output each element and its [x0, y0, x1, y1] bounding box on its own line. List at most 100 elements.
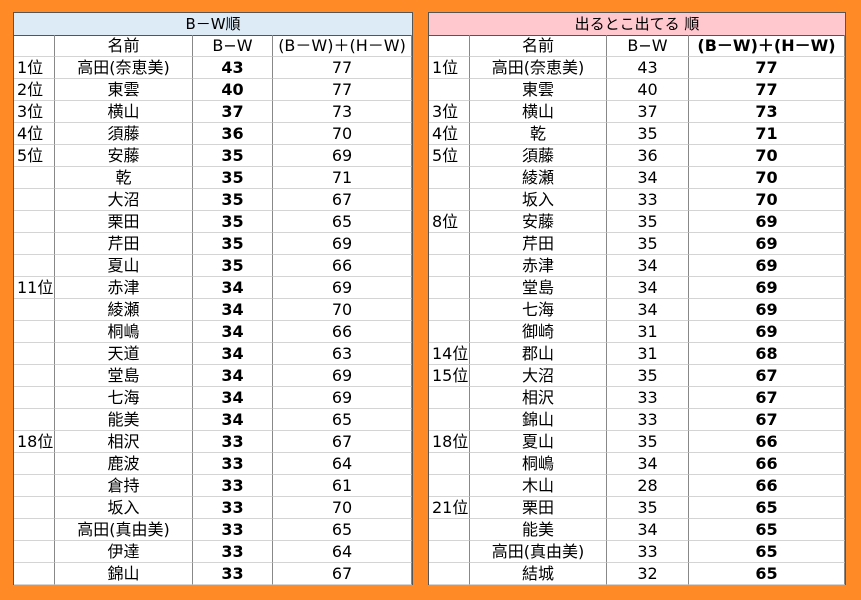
bw-cell: 34 [193, 387, 273, 409]
sum-cell: 69 [273, 277, 412, 299]
name-cell: 芹田 [470, 233, 607, 255]
rank-cell [429, 387, 470, 409]
rank-cell [14, 563, 55, 585]
sum-cell: 65 [689, 541, 845, 563]
bw-cell: 31 [607, 343, 689, 365]
bw-cell: 34 [193, 409, 273, 431]
sum-cell: 77 [273, 79, 412, 101]
name-cell: 郡山 [470, 343, 607, 365]
name-cell: 綾瀬 [55, 299, 193, 321]
bw-cell: 36 [607, 145, 689, 167]
rank-cell [14, 255, 55, 277]
sum-cell: 67 [273, 189, 412, 211]
name-cell: 栗田 [55, 211, 193, 233]
bw-cell: 33 [607, 189, 689, 211]
sum-cell: 73 [273, 101, 412, 123]
right-table: 出るとこ出てる 順 名前 B−W (B－W)＋(H－W) 1位 高田(奈恵美) 43 77 東… [428, 12, 846, 585]
rank-cell [14, 321, 55, 343]
sum-cell: 71 [273, 167, 412, 189]
name-cell: 能美 [470, 519, 607, 541]
bw-cell: 43 [193, 57, 273, 79]
bw-cell: 33 [193, 563, 273, 585]
rank-cell [429, 299, 470, 321]
sum-cell: 70 [689, 189, 845, 211]
bw-cell: 33 [193, 541, 273, 563]
name-cell: 東雲 [470, 79, 607, 101]
sum-cell: 69 [689, 277, 845, 299]
bw-cell: 31 [607, 321, 689, 343]
name-cell: 芹田 [55, 233, 193, 255]
sum-cell: 63 [273, 343, 412, 365]
sum-cell: 69 [273, 365, 412, 387]
sum-cell: 69 [689, 211, 845, 233]
name-cell: 高田(奈恵美) [55, 57, 193, 79]
sum-cell: 65 [273, 409, 412, 431]
rank-cell: 4位 [14, 123, 55, 145]
rank-cell [429, 453, 470, 475]
sum-cell: 66 [273, 255, 412, 277]
name-cell: 倉持 [55, 475, 193, 497]
sum-cell: 69 [689, 321, 845, 343]
name-cell: 桐嶋 [470, 453, 607, 475]
rank-cell: 8位 [429, 211, 470, 233]
rank-cell [14, 233, 55, 255]
rank-cell [14, 453, 55, 475]
rank-cell [429, 409, 470, 431]
bw-cell: 36 [193, 123, 273, 145]
bw-cell: 34 [607, 299, 689, 321]
rank-cell [429, 321, 470, 343]
rank-cell: 21位 [429, 497, 470, 519]
sum-cell: 70 [689, 167, 845, 189]
bw-cell: 35 [193, 167, 273, 189]
name-cell: 乾 [470, 123, 607, 145]
name-cell: 夏山 [470, 431, 607, 453]
name-cell: 七海 [470, 299, 607, 321]
name-cell: 御崎 [470, 321, 607, 343]
sum-cell: 67 [273, 563, 412, 585]
sum-cell: 66 [689, 431, 845, 453]
name-cell: 高田(真由美) [470, 541, 607, 563]
name-cell: 乾 [55, 167, 193, 189]
table-title: B－W順 [14, 13, 412, 36]
bw-cell: 35 [607, 233, 689, 255]
name-cell: 七海 [55, 387, 193, 409]
rank-cell [14, 343, 55, 365]
sum-cell: 66 [689, 475, 845, 497]
sum-cell: 73 [689, 101, 845, 123]
name-cell: 赤津 [470, 255, 607, 277]
rank-cell: 11位 [14, 277, 55, 299]
bw-cell: 28 [607, 475, 689, 497]
bw-cell: 35 [193, 233, 273, 255]
sum-cell: 67 [273, 431, 412, 453]
rank-cell [429, 277, 470, 299]
name-cell: 結城 [470, 563, 607, 585]
rank-cell [14, 497, 55, 519]
bw-cell: 33 [193, 497, 273, 519]
name-cell: 横山 [470, 101, 607, 123]
name-cell: 坂入 [470, 189, 607, 211]
name-cell: 須藤 [470, 145, 607, 167]
bw-cell: 33 [193, 453, 273, 475]
sum-cell: 69 [273, 145, 412, 167]
bw-cell: 34 [607, 519, 689, 541]
rank-cell [429, 189, 470, 211]
name-cell: 錦山 [470, 409, 607, 431]
sum-cell: 67 [689, 409, 845, 431]
bw-cell: 33 [193, 431, 273, 453]
sum-cell: 69 [273, 233, 412, 255]
rank-cell [429, 255, 470, 277]
rank-cell [14, 409, 55, 431]
name-cell: 大沼 [55, 189, 193, 211]
header-cell: (B－W)＋(H－W) [689, 35, 845, 57]
rank-cell [429, 475, 470, 497]
bw-cell: 35 [607, 431, 689, 453]
bw-cell: 35 [193, 189, 273, 211]
rank-cell [14, 299, 55, 321]
bw-cell: 34 [193, 365, 273, 387]
name-cell: 桐嶋 [55, 321, 193, 343]
bw-cell: 34 [607, 453, 689, 475]
sum-cell: 70 [273, 299, 412, 321]
sum-cell: 69 [273, 387, 412, 409]
sum-cell: 69 [689, 255, 845, 277]
bw-cell: 37 [607, 101, 689, 123]
